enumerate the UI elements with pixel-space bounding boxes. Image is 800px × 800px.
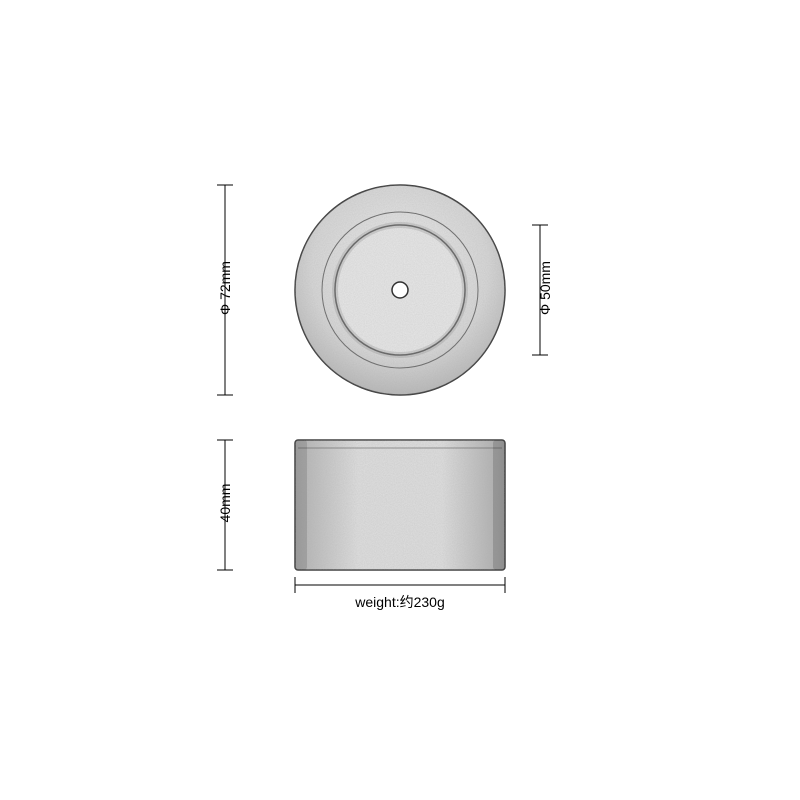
side-view bbox=[295, 440, 505, 570]
technical-drawing-container: Φ 72mm Φ 50mm 40mm weight:约230g bbox=[0, 0, 800, 800]
top-view bbox=[295, 185, 505, 395]
bottom-span-line bbox=[295, 577, 505, 593]
weight-label: weight:约230g bbox=[295, 592, 505, 612]
height-label: 40mm bbox=[217, 473, 233, 533]
drawing-svg bbox=[0, 0, 800, 800]
outer-diameter-label: Φ 72mm bbox=[217, 253, 233, 323]
inner-diameter-label: Φ 50mm bbox=[537, 253, 553, 323]
